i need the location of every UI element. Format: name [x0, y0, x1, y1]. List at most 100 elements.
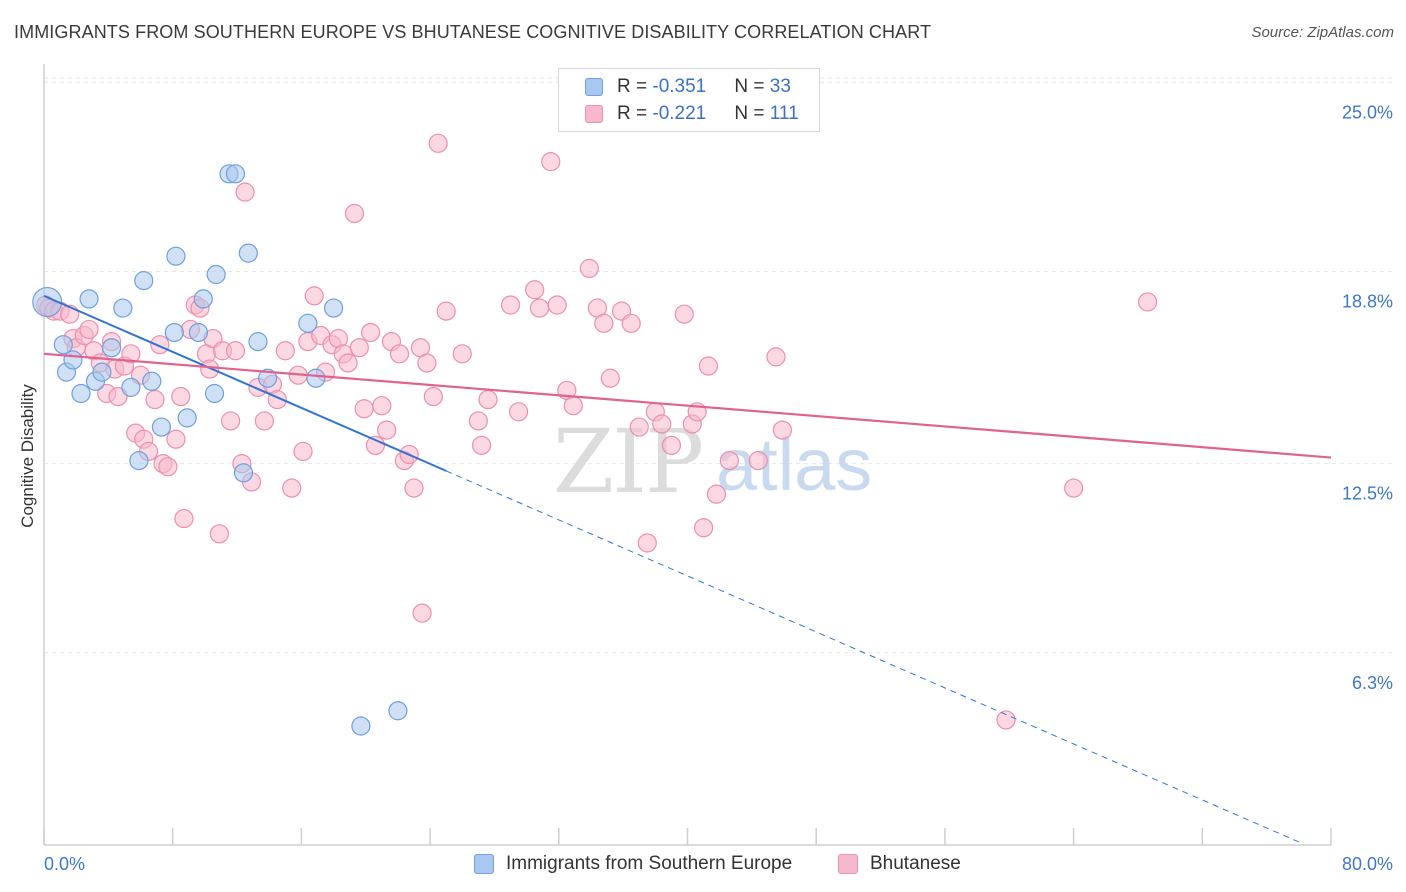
southern-europe-point	[258, 368, 278, 388]
bhutanese-point	[621, 313, 641, 333]
bhutanese-point	[145, 389, 165, 410]
legend-n-label: N =	[734, 103, 770, 124]
southern-europe-point	[248, 332, 268, 352]
bhutanese-point	[996, 710, 1016, 730]
legend-row-southern-europe: R = -0.351 N = 33	[559, 74, 791, 100]
southern-europe-points	[32, 164, 408, 736]
bhutanese-point	[158, 457, 178, 477]
legend-swatch-pink	[838, 854, 858, 874]
southern-europe-point	[188, 322, 209, 343]
bhutanese-point	[166, 429, 186, 449]
bhutanese-point	[79, 319, 99, 340]
bhutanese-point	[417, 353, 437, 373]
bhutanese-point	[171, 386, 191, 407]
legend-r-label: R =	[617, 103, 653, 124]
tick-labels: 25.0% 18.8% 12.5% 6.3% 0.0% 80.0%	[44, 102, 1393, 874]
bhutanese-point	[150, 335, 170, 355]
southern-europe-point	[164, 322, 184, 343]
bhutanese-point	[209, 524, 229, 544]
bhutanese-point	[254, 411, 274, 431]
correlation-legend: R = -0.351 N = 33 R = -0.221 N = 111	[558, 68, 820, 132]
bottom-legend-southern-europe: Immigrants from Southern Europe	[474, 851, 792, 877]
bhutanese-point	[719, 451, 739, 471]
chart-title: IMMIGRANTS FROM SOUTHERN EUROPE VS BHUTA…	[14, 22, 932, 42]
bhutanese-point	[354, 399, 374, 419]
southern-europe-point	[238, 243, 258, 263]
bhutanese-point	[389, 344, 410, 364]
southern-europe-point	[193, 289, 213, 309]
trend-lines	[43, 294, 1332, 843]
legend-r-label: R =	[617, 76, 653, 97]
bhutanese-point	[365, 435, 386, 455]
bhutanese-point	[428, 133, 448, 153]
southern-europe-point	[151, 417, 172, 437]
southern-europe-point	[129, 451, 149, 471]
legend-r-value: -0.221	[652, 103, 707, 124]
bhutanese-point	[547, 295, 567, 315]
bhutanese-point	[661, 435, 682, 455]
bhutanese-point	[349, 338, 369, 358]
bhutanese-point	[698, 356, 719, 376]
bhutanese-point	[652, 414, 672, 434]
legend-n-label: N =	[734, 76, 770, 97]
y-axis-label: Cognitive Disability	[18, 384, 37, 528]
x-tick-label: 0.0%	[44, 854, 85, 874]
southern-europe-point	[92, 362, 112, 382]
bhutanese-point	[293, 441, 313, 462]
southern-europe-point	[101, 338, 122, 358]
bhutanese-point	[471, 435, 492, 455]
watermark: ZIP atlas	[553, 410, 872, 513]
grid-layer	[44, 77, 1393, 654]
southern-europe-point	[79, 289, 99, 309]
bhutanese-points	[36, 133, 1158, 730]
legend-r-value: -0.351	[652, 76, 707, 97]
bhutanese-trend-line	[43, 352, 1332, 459]
southern-europe-point	[63, 350, 83, 370]
bhutanese-point	[235, 182, 255, 202]
bhutanese-point	[282, 478, 302, 498]
southern-europe-point	[142, 371, 162, 391]
bhutanese-point	[1138, 292, 1158, 312]
bhutanese-point	[452, 344, 472, 364]
bhutanese-point	[478, 389, 498, 410]
bhutanese-point	[637, 533, 657, 553]
legend-n-value: 33	[769, 76, 791, 97]
bhutanese-point	[706, 484, 727, 504]
bhutanese-point	[500, 295, 521, 315]
bhutanese-point	[412, 603, 432, 623]
southern-europe-point	[306, 368, 326, 388]
southern-europe-point	[323, 298, 344, 318]
bhutanese-point	[541, 152, 561, 172]
southern-europe-trend-extension	[445, 470, 1300, 843]
southern-europe-point	[166, 246, 186, 266]
legend-n-value: 111	[769, 103, 799, 124]
bhutanese-point	[174, 508, 194, 529]
watermark-zip: ZIP	[553, 410, 702, 513]
southern-europe-point	[53, 335, 73, 355]
bhutanese-point	[121, 344, 141, 364]
southern-europe-point	[233, 463, 254, 483]
source-label: Source: ZipAtlas.com	[1251, 24, 1394, 41]
southern-europe-point	[225, 164, 246, 184]
bhutanese-point	[674, 304, 694, 324]
southern-europe-point	[177, 408, 197, 428]
southern-europe-point	[121, 377, 141, 397]
southern-europe-point	[113, 298, 133, 318]
bhutanese-point	[600, 368, 620, 388]
legend-row-bhutanese: R = -0.221 N = 111	[559, 101, 799, 127]
southern-europe-point	[204, 383, 225, 404]
southern-europe-point	[32, 286, 63, 317]
legend-swatch-blue	[474, 854, 494, 874]
southern-europe-point	[351, 716, 371, 736]
bhutanese-point	[468, 411, 488, 431]
y-tick-label: 25.0%	[1342, 102, 1393, 122]
bhutanese-point	[436, 301, 456, 321]
southern-europe-point	[134, 271, 154, 291]
southern-europe-point	[71, 383, 91, 404]
bhutanese-point	[275, 341, 295, 361]
bhutanese-point	[372, 396, 392, 416]
bhutanese-point	[563, 396, 583, 416]
y-tick-label: 18.8%	[1342, 291, 1393, 311]
legend-swatch-pink	[585, 105, 603, 123]
